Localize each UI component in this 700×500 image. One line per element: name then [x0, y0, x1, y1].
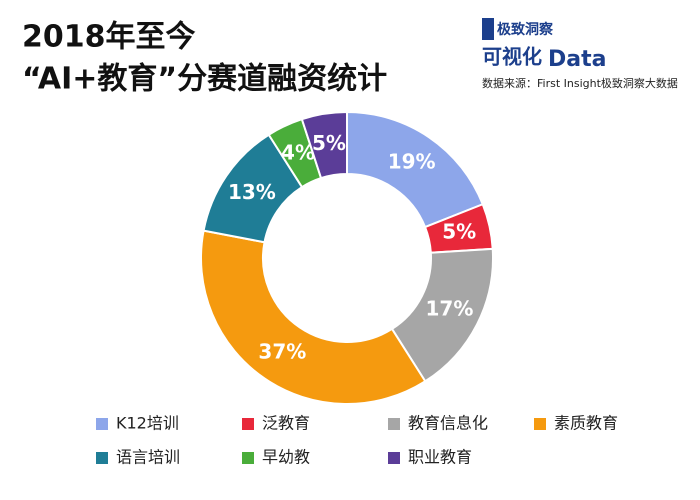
data-label: 37%	[258, 340, 306, 364]
logo-f	[482, 18, 494, 40]
legend-swatch	[388, 452, 400, 464]
legend-swatch	[242, 452, 254, 464]
data-label: 19%	[388, 149, 436, 173]
data-label: 5%	[312, 131, 346, 155]
chart-title: “AI+教育”分赛道融资统计	[22, 62, 387, 97]
legend-label: 早幼教	[262, 448, 310, 467]
legend-swatch	[96, 452, 108, 464]
legend-label: 素质教育	[554, 414, 618, 433]
source: 数据来源：First Insight极致洞察大数据	[482, 76, 678, 90]
legend-swatch	[388, 418, 400, 430]
donut-slice	[200, 229, 427, 405]
legend-label: 语言培训	[116, 448, 180, 467]
legend-swatch	[534, 418, 546, 430]
logo-tagline: 可视化	[482, 45, 542, 69]
data-label: 17%	[426, 297, 474, 321]
data-label: 5%	[442, 219, 476, 243]
legend-swatch	[242, 418, 254, 430]
legend-swatch	[96, 418, 108, 430]
chart-title: 2018年至今	[22, 20, 196, 55]
legend-label: 泛教育	[262, 414, 310, 433]
data-label: 13%	[228, 180, 276, 204]
legend-label: 教育信息化	[408, 414, 488, 433]
donut-slice	[300, 110, 348, 180]
logo-mark: Data	[548, 47, 606, 72]
legend-label: K12培训	[116, 414, 179, 433]
logo-brand: 极致洞察	[497, 21, 554, 38]
legend-label: 职业教育	[408, 448, 472, 467]
